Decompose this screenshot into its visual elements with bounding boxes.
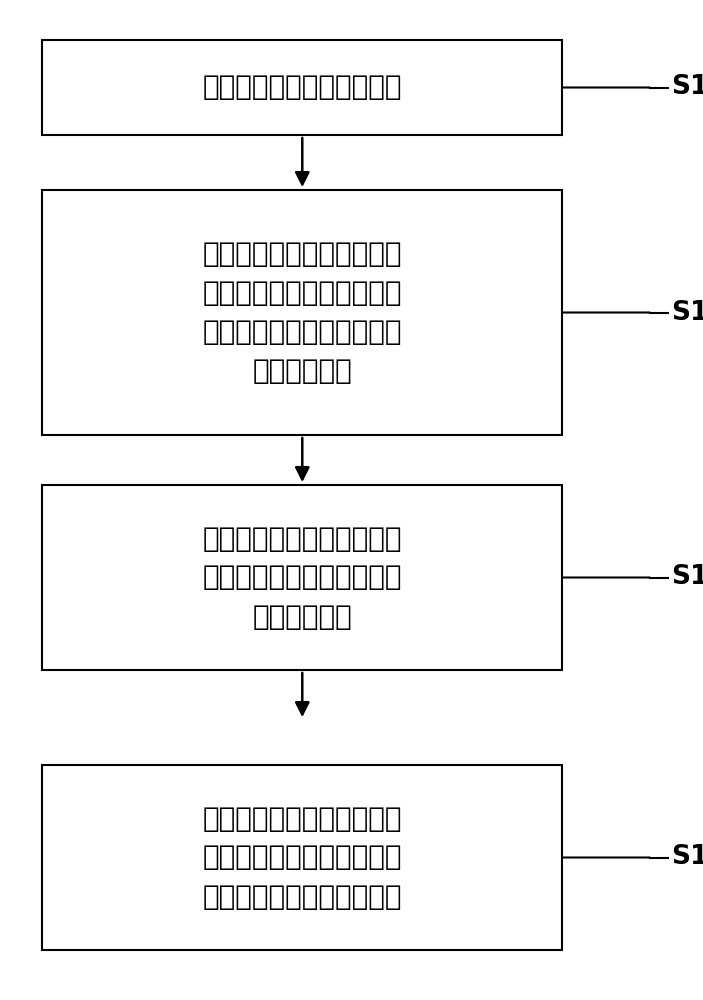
- Bar: [42, 190, 562, 435]
- Bar: [42, 765, 562, 950]
- Text: 分别对牙颌三维模型中相邻
两颗牙齿的邻接面进行初始
化修补，得到相邻两颗牙齿
的初始修补面: 分别对牙颌三维模型中相邻 两颗牙齿的邻接面进行初始 化修补，得到相邻两颗牙齿 的…: [202, 240, 402, 385]
- Text: 分别确定相邻两颗牙齿的初
始修补面的接触点，并将两
个接触点重合: 分别确定相邻两颗牙齿的初 始修补面的接触点，并将两 个接触点重合: [202, 524, 402, 631]
- Text: S130: S130: [671, 564, 703, 590]
- Text: 获取切牙后的牙颌三维模型: 获取切牙后的牙颌三维模型: [202, 74, 402, 102]
- Text: S120: S120: [671, 300, 703, 326]
- Text: S110: S110: [671, 75, 703, 101]
- Text: S140: S140: [671, 844, 703, 870]
- Text: 将相邻两颗牙齿的初始修补
面作为整体修补面，并对整
体修补面进行平滑优化处理: 将相邻两颗牙齿的初始修补 面作为整体修补面，并对整 体修补面进行平滑优化处理: [202, 804, 402, 910]
- Bar: [42, 40, 562, 135]
- Bar: [42, 485, 562, 670]
